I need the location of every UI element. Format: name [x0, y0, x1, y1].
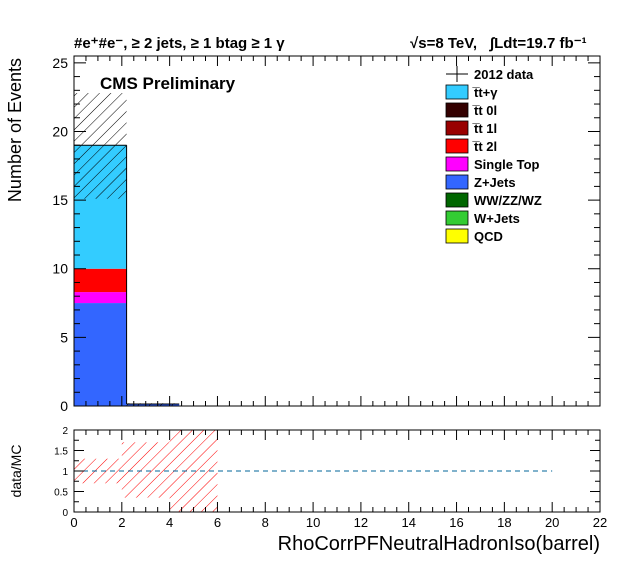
main-y-tick-label: 25	[52, 55, 68, 71]
legend-swatch-ttgamma	[445, 84, 469, 100]
ratio-y-axis: 0 0.5 1 1.5 2	[54, 426, 600, 519]
ratio-x-axis: 0 2 4 6 8 10 12 14 16 18 20 22	[70, 430, 607, 530]
legend-swatch-single_top	[445, 156, 469, 172]
legend-swatch-vv	[445, 192, 469, 208]
ratio-x-tick-label: 20	[545, 515, 559, 530]
uncertainty-hatch-bin-0	[74, 93, 127, 199]
bar-zjets-bin-0	[74, 303, 127, 406]
ratio-plot-panel: 0 0.5 1 1.5 2 0 2 4 6 8 10 12 14 16 18 20 22 data/MC Rh…	[8, 426, 607, 555]
ratio-x-tick-label: 10	[306, 515, 320, 530]
legend-label-zjets: Z+Jets	[474, 175, 516, 190]
legend-label-single_top: Single Top	[474, 157, 540, 172]
bar-tt2l-bin-0	[74, 268, 127, 293]
legend-swatch-tt2l	[445, 138, 469, 154]
ratio-x-tick-label: 2	[118, 515, 125, 530]
legend-label-tt2l: t̅t 2l	[472, 139, 497, 154]
uncertainty-band	[74, 93, 180, 406]
main-plot-panel: 0 5 10 15 20 25 CMS Preliminary Number of Eve…	[5, 55, 601, 414]
ratio-y-tick-label: 0.5	[54, 488, 68, 499]
legend-swatch-qcd	[445, 228, 469, 244]
bar-single_top-bin-0	[74, 292, 127, 304]
ratio-x-tick-label: 4	[166, 515, 173, 530]
channel-label: #e⁺#e⁻, ≥ 2 jets, ≥ 1 btag ≥ 1 γ	[74, 35, 285, 52]
ratio-x-tick-label: 16	[449, 515, 463, 530]
ratio-x-tick-label: 22	[593, 515, 607, 530]
legend-swatch-zjets	[445, 174, 469, 190]
main-y-tick-label: 15	[52, 192, 68, 208]
legend-label-qcd: QCD	[474, 229, 503, 244]
main-y-tick-label: 20	[52, 123, 68, 139]
ratio-x-tick-label: 12	[354, 515, 368, 530]
ratio-x-tick-label: 8	[262, 515, 269, 530]
main-y-tick-label: 10	[52, 261, 68, 277]
ratio-x-tick-label: 6	[214, 515, 221, 530]
main-y-axis-title: Number of Events	[5, 58, 25, 202]
main-y-axis: 0 5 10 15 20 25	[52, 55, 600, 414]
mc-total-outline	[74, 144, 180, 405]
x-axis-title: RhoCorrPFNeutralHadronIso(barrel)	[278, 533, 600, 555]
legend-label-vv: WW/ZZ/WZ	[474, 193, 542, 208]
legend-label-data: 2012 data	[474, 67, 534, 82]
cms-preliminary-label: CMS Preliminary	[100, 74, 236, 93]
legend: 2012 data t̅t+γ t̅t 0l t̅t 1l t̅t 2l Single T…	[445, 66, 542, 244]
ratio-y-tick-label: 1	[62, 467, 68, 478]
ratio-x-tick-label: 18	[497, 515, 511, 530]
legend-swatch-wjets	[445, 210, 469, 226]
legend-label-ttgamma: t̅t+γ	[472, 85, 498, 100]
ratio-x-tick-label: 0	[70, 515, 77, 530]
legend-swatch-tt0l	[445, 102, 469, 118]
lumi-label: ∫Ldt=19.7 fb⁻¹	[489, 35, 587, 52]
ratio-error-band-1	[121, 442, 170, 498]
legend-swatch-tt1l	[445, 120, 469, 136]
main-y-tick-label: 5	[60, 329, 68, 345]
ratio-y-tick-label: 0	[62, 508, 68, 519]
energy-label: √s=8 TeV,	[410, 35, 477, 52]
ratio-y-axis-title: data/MC	[8, 445, 24, 498]
legend-label-wjets: W+Jets	[474, 211, 520, 226]
main-plot-frame	[73, 55, 601, 407]
legend-label-tt0l: t̅t 0l	[472, 103, 497, 118]
ratio-x-tick-label: 14	[401, 515, 415, 530]
ratio-y-tick-label: 1.5	[54, 447, 68, 458]
uncertainty-hatch-bin-1	[126, 403, 180, 406]
main-y-tick-label: 0	[60, 398, 68, 414]
main-x-axis	[73, 56, 601, 406]
legend-label-tt1l: t̅t 1l	[472, 121, 497, 136]
ratio-y-tick-label: 2	[62, 426, 68, 437]
